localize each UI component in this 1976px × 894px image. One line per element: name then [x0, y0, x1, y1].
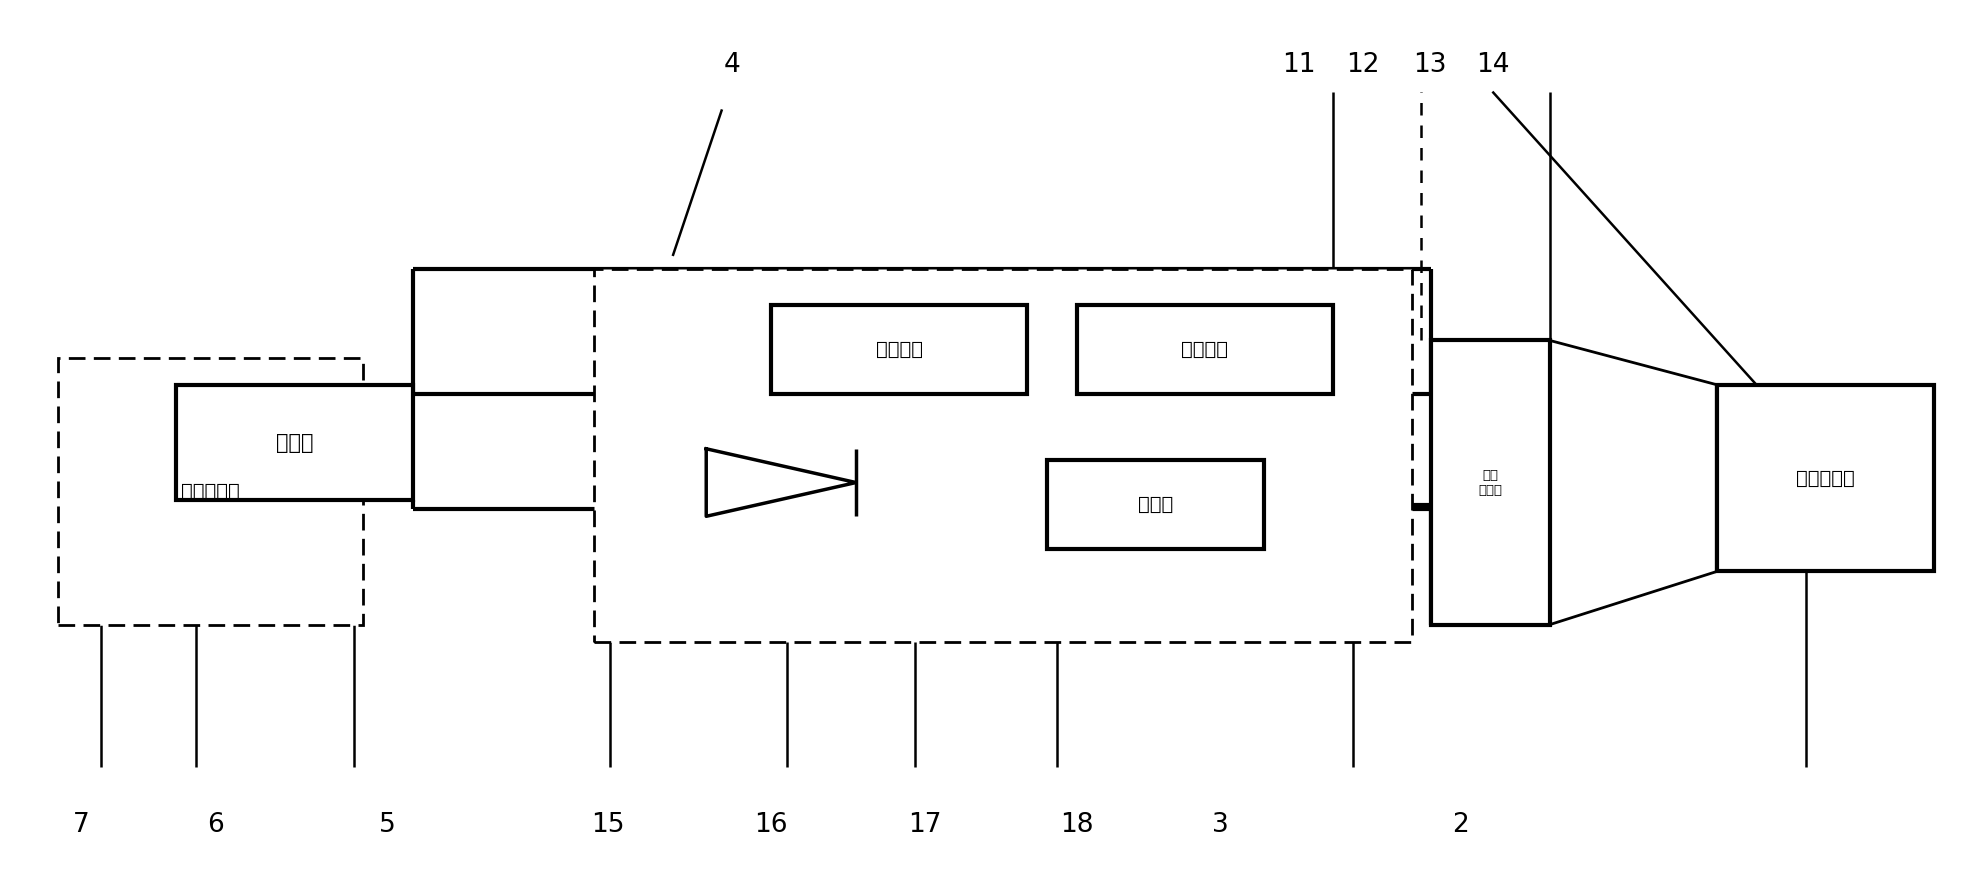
Text: 3: 3 — [1211, 812, 1229, 838]
Text: 11: 11 — [1282, 52, 1316, 78]
Bar — [1717, 384, 1935, 571]
Text: 15: 15 — [591, 812, 624, 838]
Bar — [57, 358, 364, 625]
Bar — [771, 305, 1028, 393]
Text: 充电器: 充电器 — [277, 433, 312, 452]
Text: 14: 14 — [1476, 52, 1510, 78]
Text: 17: 17 — [909, 812, 943, 838]
Text: 采样电阵: 采样电阵 — [875, 340, 923, 358]
Text: 保护电阵: 保护电阵 — [1182, 340, 1229, 358]
Bar — [1047, 460, 1265, 549]
Text: 18: 18 — [1059, 812, 1093, 838]
Text: 13: 13 — [1413, 52, 1446, 78]
Text: 2: 2 — [1452, 812, 1470, 838]
Bar — [176, 384, 413, 501]
Text: 16: 16 — [755, 812, 788, 838]
Text: 4: 4 — [723, 52, 741, 78]
Text: 充电控制器: 充电控制器 — [182, 482, 239, 501]
Text: 高压
断路器: 高压 断路器 — [1478, 468, 1502, 496]
Text: 7: 7 — [73, 812, 91, 838]
Bar — [1077, 305, 1334, 393]
Text: 6: 6 — [207, 812, 223, 838]
Bar — [595, 269, 1411, 643]
Text: 12: 12 — [1346, 52, 1379, 78]
Text: 5: 5 — [379, 812, 395, 838]
Bar — [1431, 341, 1549, 625]
Text: 分流器: 分流器 — [1138, 495, 1174, 514]
Text: 电压采样器: 电压采样器 — [1796, 468, 1855, 487]
